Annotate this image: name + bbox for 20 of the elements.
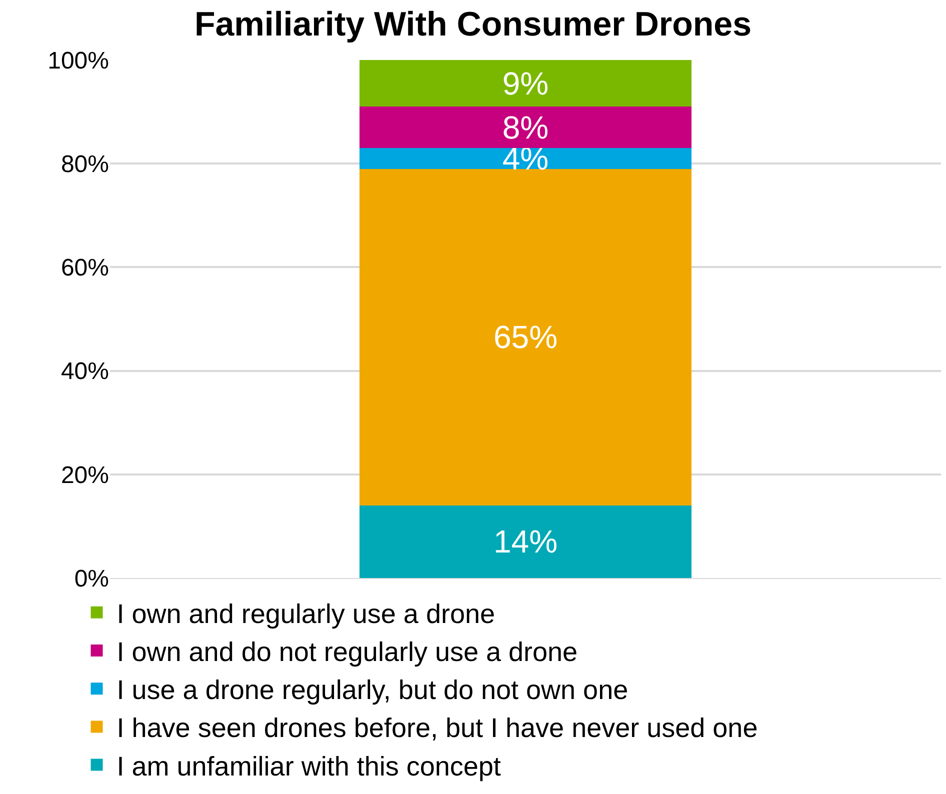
y-tick-label: 0% [74,565,109,592]
y-tick-label: 40% [60,358,109,386]
data-label: 65% [493,319,558,356]
bar [359,106,692,148]
bar [359,60,692,107]
y-tick-label: 100% [48,47,109,74]
data-label: 9% [502,65,549,102]
legend-label: I use a drone regularly, but do not own one [116,675,628,706]
legend-label: I own and do not regularly use a drone [116,637,578,668]
legend-label: I have seen drones before, but I have never used one [116,713,758,744]
bar [359,168,692,506]
bar [359,505,692,578]
y-tick-label: 20% [60,462,109,489]
chart-title: Familiarity With Consumer Drones [194,6,752,44]
y-tick-label: 60% [60,254,109,282]
y-tick-label: 80% [60,151,109,178]
data-label: 14% [493,524,558,560]
legend-label: I am unfamiliar with this concept [116,751,502,782]
bar [359,148,692,169]
legend-label: I own and regularly use a drone [116,598,496,629]
